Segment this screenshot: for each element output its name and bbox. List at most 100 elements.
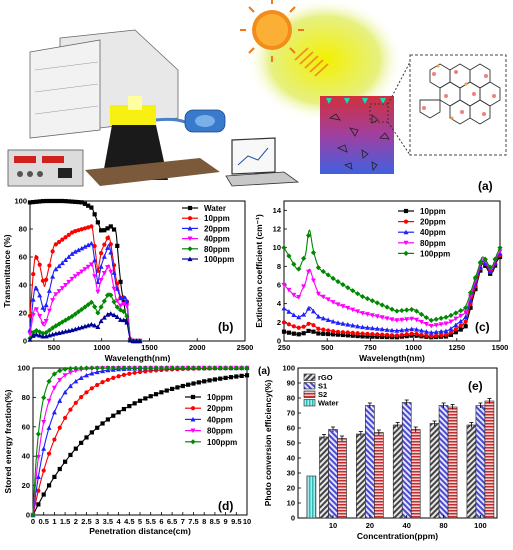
chart-b-series-40ppm-point <box>37 314 43 319</box>
chart-d-xtick-label: 8.5 <box>210 517 220 526</box>
chart-d-legend-marker <box>190 416 196 422</box>
chart-d-xtick-label: 1.5 <box>60 517 70 526</box>
chart-d-series-20ppm-point <box>52 437 57 442</box>
chart-c-series-10ppm-point <box>321 331 326 336</box>
chart-c-series-10ppm-point <box>360 334 365 339</box>
chart-b-series-100ppm-point <box>30 333 36 338</box>
chart-c-series-100ppm-point <box>463 305 469 311</box>
chart-b-series-80ppm-point <box>101 298 107 304</box>
chart-e-ytick-label: 50 <box>287 439 295 448</box>
chart-b-series-10ppm-point <box>86 225 91 230</box>
chart-b-series-20ppm-point <box>92 257 98 263</box>
chart-d-series-10ppm-point <box>105 417 110 422</box>
chart-b-series-80ppm-point <box>92 304 98 310</box>
chart-d-series-10ppm-point <box>223 375 228 380</box>
chart-b-transmittance: 500 1000 1500 2000 2500 0 20 40 60 80 100 Wavelengt… <box>2 197 253 364</box>
chart-b-series-40ppm-point <box>82 267 88 272</box>
chart-c-series-20ppm-point <box>296 325 301 330</box>
chart-c-series-20ppm-point <box>434 333 439 338</box>
chart-b-series-10ppm-point <box>47 263 52 268</box>
chart-c-ytick-label: 6 <box>277 281 281 290</box>
chart-b-series-20ppm-point <box>40 305 46 310</box>
chart-c-series-10ppm-point <box>286 330 292 335</box>
chart-c-y-axis-label: Extinction coefficient (cm⁻¹) <box>254 214 264 328</box>
chart-c-series-40ppm-point <box>360 324 366 330</box>
chart-d-xtick-label: 0.5 <box>38 517 48 526</box>
chart-b-series-20ppm-point <box>121 295 127 300</box>
chart-c-series-20ppm-point <box>448 330 454 335</box>
chart-d-series-10ppm-point <box>143 396 148 401</box>
chart-c-series-80ppm-point <box>399 317 405 323</box>
chart-d-series-20ppm-point <box>116 374 121 379</box>
chart-b-legend-label: 20ppm <box>204 224 230 233</box>
chart-b-series-80ppm-point <box>98 304 104 310</box>
chart-c-series-10ppm-point <box>473 287 478 292</box>
chart-d-legend-marker <box>190 406 196 411</box>
chart-e-ytick-label: 10 <box>287 499 295 508</box>
chart-b-series-20ppm-point <box>79 245 85 251</box>
chart-b-xtick-label: 1500 <box>141 343 158 352</box>
chart-b-series-water-point <box>115 243 120 248</box>
chart-d-series-40ppm-point <box>73 378 79 384</box>
chart-d-ytick-label: 40 <box>22 452 30 461</box>
chart-c-series-100ppm-point <box>477 259 483 265</box>
chart-e-legend-swatch <box>303 382 316 390</box>
chart-c-series-100ppm-point <box>458 308 464 314</box>
chart-c-series-100ppm-point <box>359 293 366 300</box>
chart-c-series-80ppm-point <box>296 294 302 300</box>
chart-b-series-10ppm <box>27 224 142 344</box>
chart-d-series-100ppm-point <box>212 365 218 371</box>
chart-c-series-80ppm-point <box>281 282 287 288</box>
chart-b-legend-marker <box>187 225 193 231</box>
chart-b-series-water-point <box>105 226 110 231</box>
chart-d-series-10ppm-point <box>218 376 223 381</box>
chart-c-series-40ppm-point <box>345 321 351 327</box>
chart-d-series-100ppm-point <box>78 365 84 371</box>
chart-b-series-80ppm-point <box>69 313 75 319</box>
chart-b-series-20ppm-point <box>33 285 39 291</box>
chart-c-series-40ppm-point <box>384 327 390 332</box>
graphene-zoom-inset <box>409 54 507 156</box>
chart-b-series-20ppm-point <box>72 249 78 254</box>
chart-c-series-100ppm-point <box>394 308 400 314</box>
chart-b-series-10ppm-point <box>40 278 46 283</box>
chart-d-series-20ppm-point <box>73 400 78 405</box>
chart-b-series-water-point <box>50 198 55 204</box>
chart-b-series-40ppm-point <box>101 271 107 276</box>
chart-b-series-40ppm-point <box>114 298 120 304</box>
chart-b-series-10ppm-point <box>105 236 110 241</box>
chart-c-series-40ppm-point <box>423 329 429 334</box>
chart-b-series-10ppm-point <box>37 262 42 267</box>
chart-e-bar-s1 <box>328 429 338 519</box>
chart-d-series-10ppm-point <box>164 388 169 393</box>
chart-d-series-40ppm-point <box>57 398 63 403</box>
chart-d-series-100ppm-point <box>57 368 63 374</box>
chart-b-series-100ppm-point <box>95 324 101 330</box>
chart-d-ytick-label: 20 <box>22 481 30 490</box>
chart-b-series-80ppm-point <box>85 302 91 308</box>
chart-d-series-100ppm-point <box>46 378 52 384</box>
chart-c-series-100ppm-point <box>301 255 307 262</box>
chart-b-series-40ppm-point <box>124 304 130 309</box>
chart-c-series-100ppm-point <box>409 306 415 313</box>
chart-d-xtick-label: 2 <box>74 517 78 526</box>
chart-d-series-100ppm-point <box>169 365 175 371</box>
chart-b-series-40ppm-point <box>43 319 49 324</box>
chart-b-series-20ppm-point <box>105 245 111 250</box>
chart-c-legend-label: 40ppm <box>420 228 446 237</box>
chart-b-series-water-point <box>69 199 75 204</box>
chart-b-series-80ppm-point <box>43 330 49 336</box>
chart-d-series-100ppm-point <box>180 365 186 371</box>
chart-b-series-40ppm-point <box>88 262 94 268</box>
chart-d-xtick-label: 5.5 <box>145 517 155 526</box>
chart-d-series-100ppm-point <box>83 365 90 371</box>
chart-d-series-20ppm-point <box>132 370 137 375</box>
chart-d-series-100ppm-point <box>174 365 181 371</box>
chart-c-series-20ppm-point <box>419 332 424 337</box>
chart-d-series-10ppm-point <box>137 398 143 403</box>
chart-c-series-80ppm-point <box>330 300 336 305</box>
chart-d-series-40ppm-point <box>51 409 57 415</box>
chart-c-series-20ppm-point <box>424 333 429 338</box>
chart-c-series-80ppm-point <box>418 319 424 325</box>
chart-d-legend-label: 80ppm <box>207 427 233 436</box>
